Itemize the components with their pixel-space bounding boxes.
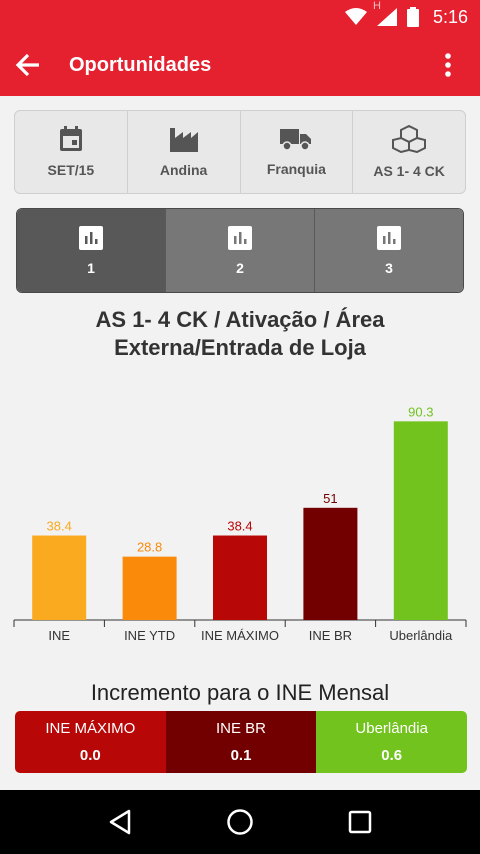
increment-value: 0.1	[230, 747, 252, 764]
square-recents-icon	[348, 810, 372, 834]
increment-cell-uberlandia: Uberlândia 0.6	[316, 711, 467, 773]
arrow-left-icon	[15, 53, 39, 77]
wifi-icon	[344, 8, 367, 26]
increment-title: Incremento para o INE Mensal	[90, 680, 390, 705]
x-tick-label: INE BR	[309, 628, 352, 643]
system-nav-bar	[0, 790, 480, 854]
bar-chart-icon	[79, 225, 103, 250]
bar-chart-icon	[228, 225, 252, 250]
tab-1[interactable]: 1	[17, 209, 166, 292]
status-bar: H 5:16	[0, 0, 480, 34]
status-time: 5:16	[432, 6, 468, 27]
signal-icon: H	[373, 0, 397, 26]
triangle-back-icon	[109, 809, 131, 835]
filter-bar: SET/15 Andina Franquia AS 1- 4 CK	[14, 110, 466, 194]
bar[interactable]	[32, 535, 87, 620]
bar[interactable]	[122, 556, 177, 620]
filter-segment[interactable]: AS 1- 4 CK	[353, 111, 465, 193]
nav-home-button[interactable]	[210, 790, 270, 854]
increment-cell-ine-maximo: INE MÁXIMO 0.0	[15, 711, 166, 773]
increment-label: INE MÁXIMO	[45, 720, 136, 737]
bar-value-label: 51	[323, 491, 337, 506]
increment-value: 0.0	[79, 747, 101, 764]
app-bar: Oportunidades	[0, 34, 480, 96]
factory-icon	[169, 128, 198, 152]
x-tick-label: INE MÁXIMO	[201, 628, 279, 643]
chart-title: AS 1- 4 CK / Ativação / Área Externa/Ent…	[95, 307, 385, 360]
page-title: Oportunidades	[69, 53, 212, 76]
boxes-icon	[392, 125, 427, 153]
x-tick-label: Uberlândia	[389, 628, 453, 643]
overflow-menu-button[interactable]	[428, 34, 468, 96]
bar[interactable]	[393, 421, 448, 620]
tab-2-label: 2	[236, 259, 244, 276]
tab-1-label: 1	[87, 259, 95, 276]
back-button[interactable]	[0, 34, 56, 96]
x-tick-label: INE YTD	[124, 628, 175, 643]
calendar-icon	[59, 126, 82, 151]
nav-recents-button[interactable]	[330, 790, 390, 854]
filter-company[interactable]: Andina	[128, 111, 241, 193]
bar-value-label: 38.4	[227, 519, 252, 534]
increment-panel: INE MÁXIMO 0.0 INE BR 0.1 Uberlândia 0.6	[15, 711, 467, 773]
bar-value-label: 38.4	[47, 519, 72, 534]
bar[interactable]	[303, 507, 358, 620]
increment-label: Uberlândia	[355, 720, 428, 737]
increment-value: 0.6	[381, 747, 403, 764]
bar-value-label: 28.8	[137, 540, 162, 555]
filter-channel[interactable]: Franquia	[241, 111, 354, 193]
circle-home-icon	[227, 809, 253, 835]
tab-3[interactable]: 3	[315, 209, 463, 292]
chart-tabs: 1 2 3	[16, 208, 464, 293]
bar-chart-icon	[377, 225, 401, 250]
increment-cell-ine-br: INE BR 0.1	[165, 711, 317, 773]
bar[interactable]	[213, 535, 267, 620]
tab-2[interactable]: 2	[166, 209, 315, 292]
bar-chart: 38.4 INE 28.8 INE YTD 38.4 INE MÁXIMO 51 INE BR…	[13, 404, 467, 643]
filter-segment-label: AS 1- 4 CK	[373, 163, 445, 179]
increment-label: INE BR	[216, 720, 267, 737]
x-tick-label: INE	[48, 628, 70, 643]
battery-icon	[406, 7, 419, 27]
tab-3-label: 3	[385, 259, 393, 276]
filter-company-label: Andina	[159, 162, 208, 178]
nav-back-button[interactable]	[90, 790, 150, 854]
network-type-label: H	[372, 0, 381, 12]
more-vert-icon	[445, 53, 451, 77]
bar-value-label: 90.3	[408, 404, 433, 419]
filter-channel-label: Franquia	[266, 161, 326, 177]
filter-period-label: SET/15	[47, 162, 95, 178]
filter-period[interactable]: SET/15	[15, 111, 128, 193]
truck-icon	[280, 129, 312, 151]
